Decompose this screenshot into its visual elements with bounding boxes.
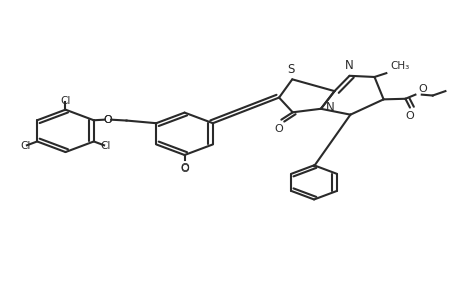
Text: Cl: Cl	[20, 141, 30, 151]
Text: Cl: Cl	[60, 96, 71, 106]
Text: O: O	[274, 124, 283, 134]
Text: O: O	[405, 111, 414, 121]
Text: CH₃: CH₃	[389, 61, 409, 71]
Text: O: O	[180, 163, 189, 173]
Text: O: O	[417, 84, 426, 94]
Text: O: O	[180, 164, 189, 173]
Text: O: O	[103, 115, 112, 125]
Text: O: O	[103, 115, 112, 125]
Text: N: N	[325, 101, 333, 114]
Text: Cl: Cl	[100, 141, 111, 151]
Text: S: S	[286, 62, 294, 76]
Text: N: N	[344, 59, 353, 72]
